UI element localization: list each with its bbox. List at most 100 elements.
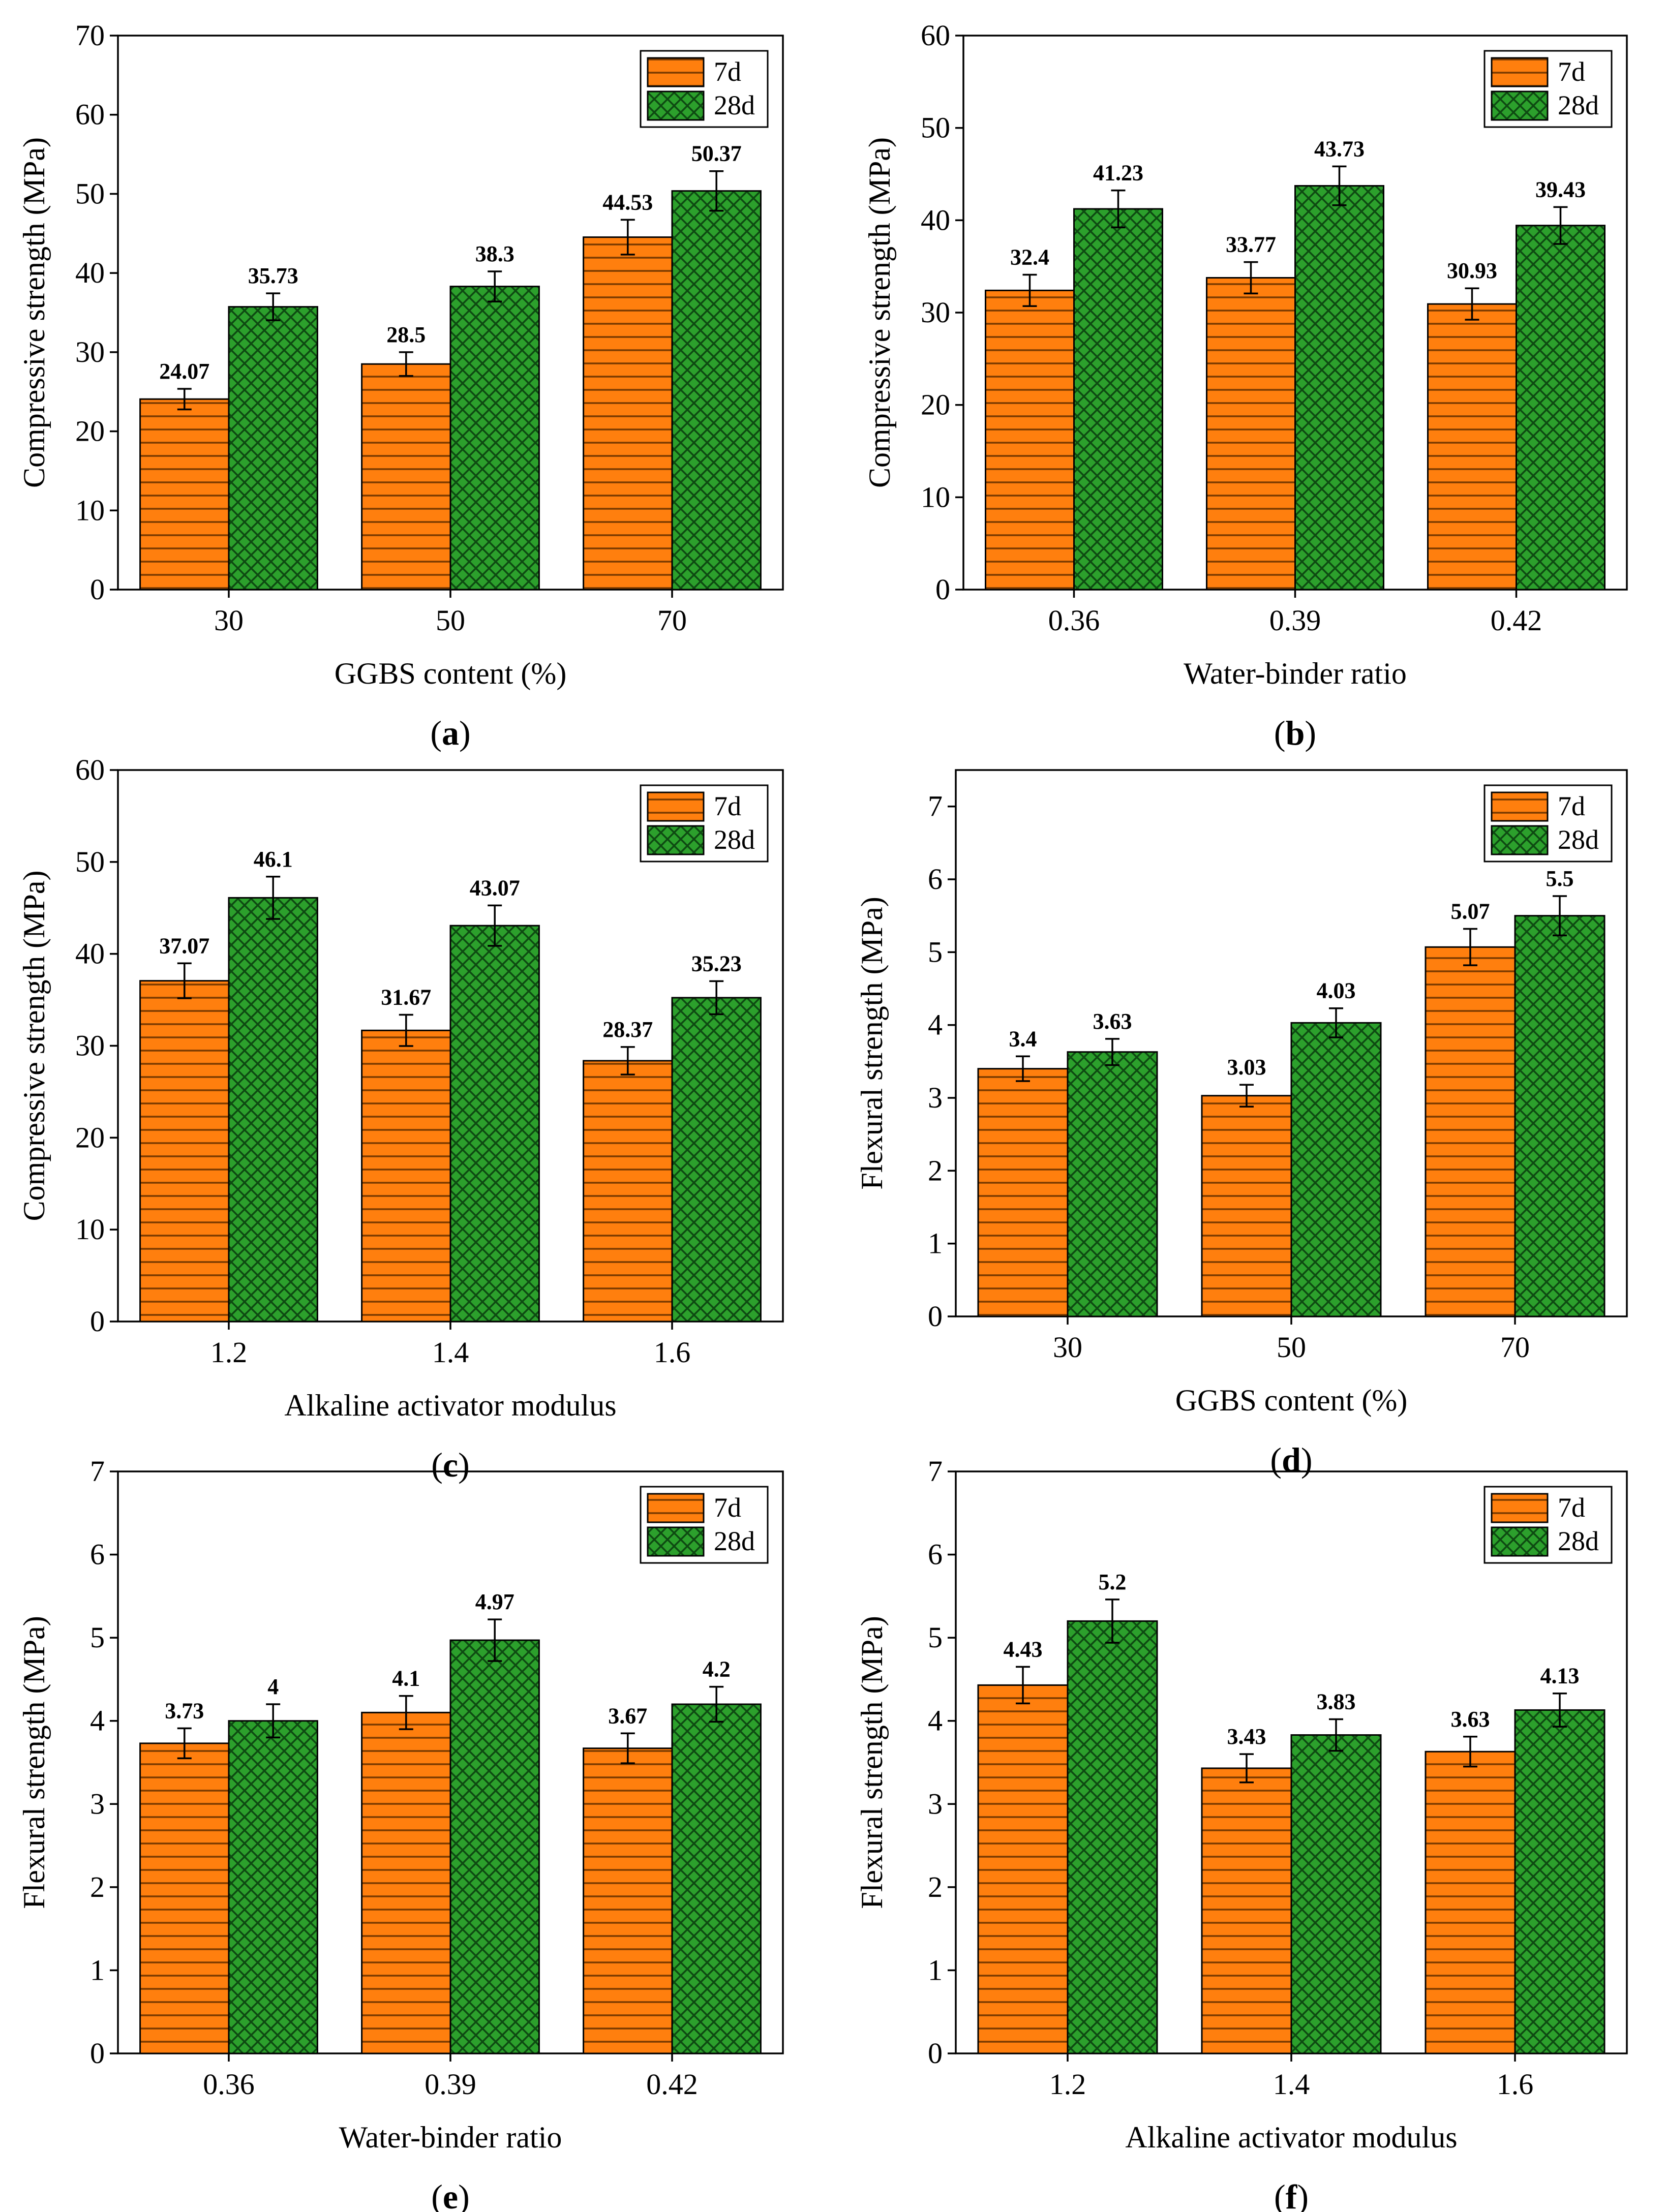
chart-panel-e: 0 1 2 3 4 5 6 7 0.36 3.73 4 0.39 4.1 4.97 0.42 3.67 4.2 7… (17, 1455, 784, 2212)
x-tick-label: 0.36 (1048, 604, 1100, 637)
legend-swatch-28d (647, 825, 705, 855)
data-label: 33.77 (1226, 232, 1276, 257)
y-tick-label: 6 (928, 863, 943, 896)
data-label: 32.4 (1010, 245, 1049, 270)
y-tick-label: 5 (90, 1621, 105, 1654)
bar-28d (671, 1703, 762, 2054)
x-tick-label: 0.39 (425, 2068, 476, 2101)
data-label: 3.73 (165, 1698, 204, 1723)
data-label: 4 (267, 1674, 279, 1699)
data-label: 28.5 (386, 322, 426, 347)
bar-28d (449, 286, 540, 591)
x-tick-label: 1.2 (1049, 2068, 1086, 2101)
y-axis-title: Flexural strength (MPa) (17, 1616, 51, 1909)
y-tick-label: 60 (921, 19, 950, 52)
legend-label-7d: 7d (1558, 56, 1585, 87)
y-tick-label: 6 (928, 1538, 943, 1571)
x-tick-label: 0.42 (646, 2068, 698, 2101)
panel-label-open: ( (431, 2177, 443, 2212)
data-label: 24.07 (159, 359, 209, 384)
legend-swatch-28d (1491, 825, 1549, 855)
y-tick-label: 40 (921, 203, 950, 236)
panel-label-open: ( (1274, 2177, 1286, 2212)
legend-swatch-7d (1491, 57, 1549, 87)
y-tick-label: 70 (75, 19, 105, 52)
bar-7d (139, 1742, 230, 2054)
x-tick-label: 1.6 (1497, 2068, 1534, 2101)
y-tick-label: 1 (90, 1953, 105, 1986)
bar-28d (449, 1639, 540, 2054)
bar-7d (583, 1060, 673, 1323)
panel-label-open: ( (430, 714, 442, 752)
data-label: 5.5 (1546, 866, 1574, 891)
bar-28d (671, 997, 762, 1323)
data-label: 41.23 (1093, 161, 1143, 186)
panel-label: (d) (1270, 1440, 1312, 1479)
chart-panels: 0102030405060703024.0735.735028.538.3704… (17, 19, 1628, 2212)
panel-label-letter: e (443, 2177, 458, 2212)
bar-7d (139, 980, 230, 1323)
bar-28d (1067, 1051, 1158, 1317)
data-label: 3.67 (608, 1703, 647, 1728)
chart-panel-d: 0 1 2 3 4 5 6 7 30 3.4 3.63 50 3.03 4.03 70 5.07 5.5 7d28… (855, 769, 1628, 1479)
bar-28d (228, 897, 318, 1323)
data-label: 28.37 (602, 1017, 653, 1042)
y-tick-label: 50 (921, 111, 950, 144)
y-axis-title: Compressive strength (MPa) (17, 871, 51, 1221)
panel-label-letter: c (443, 1446, 458, 1484)
y-tick-label: 30 (75, 1029, 105, 1062)
y-tick-label: 20 (921, 388, 950, 421)
legend-swatch-7d (1491, 1493, 1549, 1523)
x-tick-label: 0.36 (203, 2068, 255, 2101)
panel-label-close: ) (458, 1446, 470, 1484)
panel-label-letter: f (1286, 2177, 1298, 2212)
bar-7d (1206, 277, 1296, 591)
bar-7d (985, 289, 1075, 591)
y-tick-label: 3 (928, 1787, 943, 1820)
panel-label-letter: b (1286, 714, 1305, 752)
data-label: 4.1 (392, 1666, 420, 1691)
y-tick-label: 30 (921, 296, 950, 329)
legend-label-28d: 28d (714, 1526, 755, 1556)
legend-label-28d: 28d (1558, 824, 1599, 855)
bar-7d (1425, 946, 1516, 1317)
bar-28d (1294, 185, 1384, 591)
legend-label-7d: 7d (714, 1492, 741, 1523)
y-tick-label: 7 (928, 1455, 943, 1488)
data-label: 4.13 (1540, 1664, 1580, 1688)
y-tick-label: 7 (90, 1455, 105, 1488)
legend-label-7d: 7d (1558, 791, 1585, 821)
bar-28d (1290, 1022, 1382, 1317)
y-tick-label: 0 (90, 2037, 105, 2070)
data-label: 44.53 (602, 190, 653, 214)
data-label: 43.07 (470, 875, 520, 900)
panel-label-close: ) (1297, 2177, 1309, 2212)
y-tick-label: 0 (928, 2037, 943, 2070)
x-axis-title: Alkaline activator modulus (1125, 2121, 1457, 2154)
legend-swatch-28d (1491, 90, 1549, 121)
legend-label-28d: 28d (1558, 90, 1599, 120)
y-tick-label: 0 (90, 1305, 105, 1338)
y-tick-label: 5 (928, 935, 943, 968)
x-tick-label: 30 (1053, 1331, 1082, 1364)
chart-panel-a: 0 10 20 30 40 50 60 70 30 24.07 35.73 50 28.5 38.3 70 4… (17, 19, 784, 752)
x-tick-label: 1.2 (210, 1336, 248, 1369)
bar-28d (1516, 225, 1606, 591)
y-tick-label: 30 (75, 335, 105, 368)
legend-swatch-7d (1491, 791, 1549, 822)
y-axis-title: Compressive strength (MPa) (17, 137, 51, 488)
panel-label: (e) (431, 2177, 470, 2212)
bar-7d (583, 236, 673, 591)
y-tick-label: 10 (75, 494, 105, 527)
y-tick-label: 1 (928, 1227, 943, 1260)
panel-label-close: ) (459, 714, 471, 752)
bar-7d (1201, 1095, 1292, 1317)
y-tick-label: 0 (928, 1300, 943, 1333)
legend-label-7d: 7d (714, 56, 741, 87)
